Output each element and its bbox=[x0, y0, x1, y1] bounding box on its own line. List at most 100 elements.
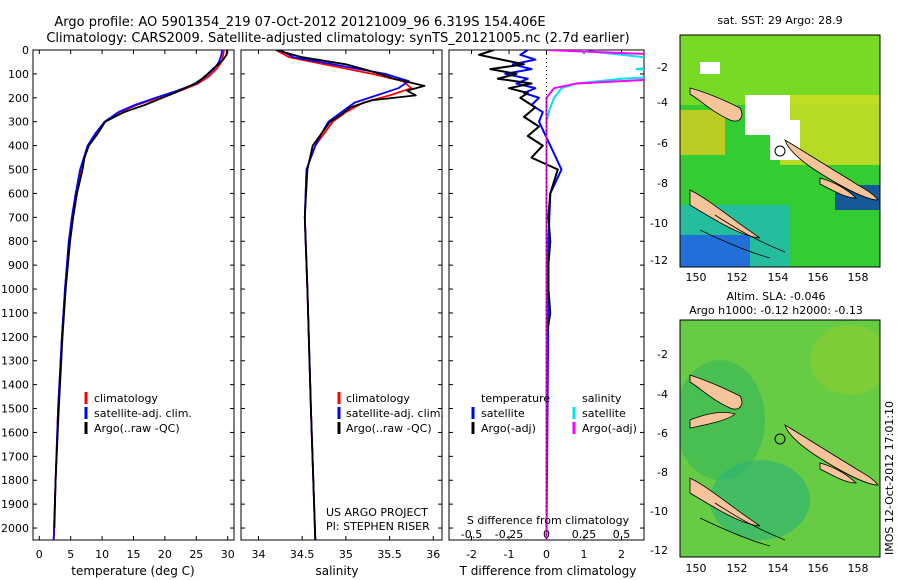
sla-x-tick: 156 bbox=[808, 562, 829, 575]
difference-legend: temperature salinity satellite Argo(-adj… bbox=[471, 392, 637, 435]
sla-map-title-2: Argo h1000: -0.12 h2000: -0.13 bbox=[689, 304, 863, 317]
sla-y-tick: -10 bbox=[650, 505, 668, 518]
title-line-2: Climatology: CARS2009. Satellite-adjuste… bbox=[46, 31, 629, 46]
legend-label-satellite: satellite-adj. clim. bbox=[94, 407, 192, 420]
depth-tick-label: 1400 bbox=[1, 379, 29, 392]
coastline bbox=[699, 502, 786, 547]
sla-high-region bbox=[810, 325, 880, 395]
sla-x-tick: 154 bbox=[768, 562, 789, 575]
difference-x-label-top: S difference from climatology bbox=[467, 514, 630, 527]
depth-tick-label: 1700 bbox=[1, 450, 29, 463]
sst-x-tick: 156 bbox=[808, 271, 829, 284]
legend-label-t-argo: Argo(-adj) bbox=[481, 422, 536, 435]
papua-coast-land bbox=[689, 189, 761, 239]
sst-x-tick: 150 bbox=[686, 271, 707, 284]
sst-warm-patch-west bbox=[680, 110, 725, 155]
depth-axis: 0 100 200 300 400 500 600 700 800 900 1000 1100 1200… bbox=[1, 44, 644, 535]
temperature-panel-frame bbox=[32, 49, 235, 541]
sst-x-tick: 154 bbox=[768, 271, 789, 284]
depth-tick-label: 400 bbox=[8, 140, 29, 153]
depth-tick-label: 800 bbox=[8, 235, 29, 248]
depth-tick-label: 1900 bbox=[1, 498, 29, 511]
depth-tick-label: 2000 bbox=[1, 522, 29, 535]
sst-x-tick: 152 bbox=[727, 271, 748, 284]
series-line-climatology bbox=[275, 50, 413, 540]
x-tick-label: 2 bbox=[618, 548, 625, 561]
x-tick-label: 25 bbox=[189, 548, 203, 561]
x-tick-label: -2 bbox=[466, 548, 477, 561]
x-tick-label-top: 0.25 bbox=[572, 528, 597, 541]
sst-y-ticks: -2 -4 -6 -8 -10 -12 bbox=[650, 61, 668, 267]
sst-x-tick: 158 bbox=[848, 271, 869, 284]
difference-x-label-bottom: T difference from climatology bbox=[459, 564, 637, 578]
difference-lines bbox=[478, 50, 644, 540]
depth-tick-label: 1800 bbox=[1, 474, 29, 487]
temperature-x-label: temperature (deg C) bbox=[71, 564, 194, 578]
legend-label-climatology: climatology bbox=[94, 392, 158, 405]
depth-tick-label: 1100 bbox=[1, 307, 29, 320]
legend-label-argo: Argo(..raw -QC) bbox=[346, 422, 432, 435]
coastline bbox=[699, 214, 786, 259]
sst-cloud-gap-3 bbox=[700, 62, 720, 74]
sla-y-ticks: -2 -4 -6 -8 -10 -12 bbox=[650, 348, 668, 557]
argo-position-marker bbox=[774, 433, 786, 445]
x-tick-label: 34 bbox=[251, 548, 265, 561]
x-tick-label: -1 bbox=[504, 548, 515, 561]
title-line-1: Argo profile: AO 5901354_219 07-Oct-2012… bbox=[54, 15, 545, 30]
series-line-satellite-adj-clim bbox=[52, 50, 223, 540]
series-line-satellite-adj-clim bbox=[279, 50, 410, 540]
sst-map-frame bbox=[679, 34, 881, 268]
bougainville-land bbox=[784, 139, 879, 201]
series-line-argo-raw-qc bbox=[275, 50, 426, 540]
series-line-t-argo-adj bbox=[478, 50, 559, 540]
x-tick-label: 34.5 bbox=[290, 548, 315, 561]
x-tick-label: 30 bbox=[221, 548, 235, 561]
legend-label-climatology: climatology bbox=[346, 392, 410, 405]
sst-x-ticks: 150 152 154 156 158 bbox=[686, 271, 869, 284]
depth-tick-label: 1300 bbox=[1, 355, 29, 368]
sla-y-tick: -6 bbox=[657, 427, 668, 440]
x-tick-label: 0 bbox=[36, 548, 43, 561]
new-britain-west-land bbox=[689, 412, 736, 429]
series-line-climatology bbox=[52, 50, 225, 540]
sst-y-tick: -8 bbox=[657, 177, 668, 190]
legend-label-argo: Argo(..raw -QC) bbox=[94, 422, 180, 435]
sst-y-tick: -10 bbox=[650, 217, 668, 230]
sst-cold-patch bbox=[680, 235, 750, 267]
sst-y-tick: -6 bbox=[657, 137, 668, 150]
salinity-panel-frame bbox=[240, 49, 443, 541]
x-tick-label: 35 bbox=[339, 548, 353, 561]
depth-tick-label: 1200 bbox=[1, 331, 29, 344]
x-tick-label: 10 bbox=[95, 548, 109, 561]
new-britain-land bbox=[689, 374, 743, 410]
depth-tick-label: 1500 bbox=[1, 403, 29, 416]
salinity-plot: 34 34.5 35 35.5 36 salinity climatology sate… bbox=[251, 50, 444, 578]
sla-low-region-south bbox=[710, 460, 810, 540]
depth-tick-label: 1600 bbox=[1, 426, 29, 439]
temperature-lines bbox=[52, 50, 228, 540]
x-tick-label-top: -0.25 bbox=[495, 528, 523, 541]
x-tick-label: 36 bbox=[426, 548, 440, 561]
depth-tick-label: 0 bbox=[22, 44, 29, 57]
x-tick-label: 35.5 bbox=[377, 548, 402, 561]
depth-tick-label: 700 bbox=[8, 211, 29, 224]
solomon-island-land bbox=[819, 462, 857, 484]
x-tick-label: 0 bbox=[543, 548, 550, 561]
depth-tick-label: 1000 bbox=[1, 283, 29, 296]
sla-x-tick: 152 bbox=[727, 562, 748, 575]
argo-position-marker bbox=[774, 145, 786, 157]
new-britain-land bbox=[689, 87, 743, 122]
sla-y-tick: -12 bbox=[650, 544, 668, 557]
sst-map: sat. SST: 29 Argo: 28.9 -2 -4 -6 -8 -1 bbox=[650, 14, 881, 284]
temperature-plot: 0 5 10 15 20 25 30 temperature (deg C) climato… bbox=[36, 50, 235, 578]
sst-y-tick: -12 bbox=[650, 254, 668, 267]
sst-map-title: sat. SST: 29 Argo: 28.9 bbox=[717, 14, 842, 27]
salinity-legend: climatology satellite-adj. clim. Argo(..… bbox=[337, 392, 444, 435]
series-line-argo-raw-qc bbox=[53, 50, 228, 529]
x-tick-label: 1 bbox=[581, 548, 588, 561]
depth-tick-label: 600 bbox=[8, 187, 29, 200]
legend-label-s-satellite: satellite bbox=[582, 407, 626, 420]
depth-tick-label: 900 bbox=[8, 259, 29, 272]
